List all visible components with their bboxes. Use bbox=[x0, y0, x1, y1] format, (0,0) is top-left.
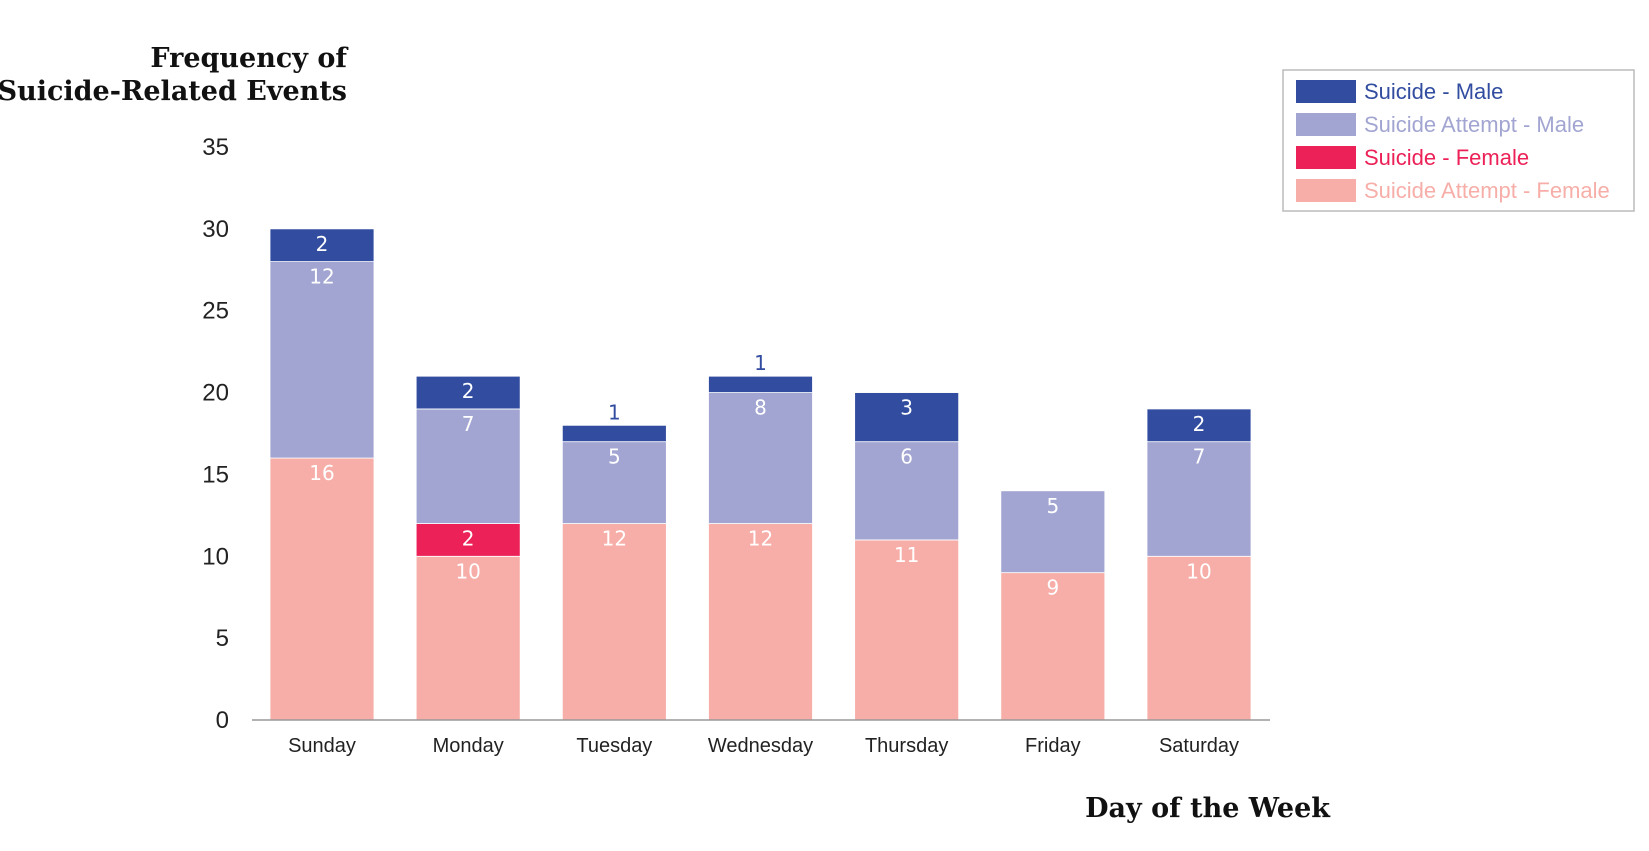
bar-stack-tuesday: 12 5 1 bbox=[561, 400, 667, 721]
bar-value-label: 5 bbox=[1046, 494, 1059, 518]
bar-segment bbox=[1146, 441, 1252, 557]
bar-segment bbox=[1000, 572, 1106, 721]
bar-stack-friday: 95 bbox=[1000, 490, 1106, 721]
legend-swatch bbox=[1296, 146, 1356, 169]
y-tick-label: 15 bbox=[202, 461, 229, 488]
legend-label: Suicide Attempt - Female bbox=[1364, 178, 1610, 203]
x-tick-label: Monday bbox=[433, 735, 504, 757]
bar-value-label: 10 bbox=[1186, 559, 1211, 583]
bar-stack-sunday: 16 12 2 bbox=[269, 228, 375, 721]
bar-segment bbox=[415, 408, 521, 524]
legend-label: Suicide - Male bbox=[1364, 79, 1503, 104]
bar-value-label: 7 bbox=[462, 412, 475, 436]
bar-value-label: 1 bbox=[608, 400, 621, 424]
bar-value-label: 2 bbox=[316, 232, 329, 256]
y-tick-label: 10 bbox=[202, 543, 229, 570]
y-tick-label: 25 bbox=[202, 298, 229, 325]
bar-value-label: 7 bbox=[1193, 445, 1206, 469]
bar-segment bbox=[854, 441, 960, 541]
bar-value-label: 12 bbox=[309, 265, 334, 289]
bar-segment bbox=[415, 555, 521, 721]
y-tick-label: 20 bbox=[202, 380, 229, 407]
x-tick-label: Saturday bbox=[1159, 735, 1239, 757]
bar-stack-wednesday: 12 8 1 bbox=[708, 351, 813, 721]
bar-stack-saturday: 10 7 2 bbox=[1146, 408, 1252, 721]
y-tick-label: 35 bbox=[202, 134, 229, 161]
bar-value-label: 10 bbox=[455, 559, 480, 583]
y-tick-label: 5 bbox=[216, 625, 229, 652]
bar-segment bbox=[561, 441, 667, 524]
bar-value-label: 2 bbox=[462, 527, 475, 551]
bar-segment bbox=[269, 457, 375, 721]
bar-segment bbox=[708, 375, 813, 393]
y-tick-label: 0 bbox=[216, 707, 229, 734]
x-tick-label: Tuesday bbox=[576, 735, 652, 757]
y-axis-ticks: 0 5 10 15 20 25 30 35 bbox=[202, 134, 229, 734]
legend-swatch bbox=[1296, 113, 1356, 136]
bar-value-label: 16 bbox=[309, 461, 334, 485]
x-axis-title: Day of the Week bbox=[1085, 793, 1331, 824]
y-tick-label: 30 bbox=[202, 216, 229, 243]
y-axis-title-line-2: Suicide-Related Events bbox=[0, 76, 347, 107]
bar-stack-monday: 10 2 7 2 bbox=[415, 375, 521, 721]
bar-segment bbox=[708, 392, 813, 524]
bar-segment bbox=[415, 375, 521, 410]
y-axis-title-line-1: Frequency of bbox=[150, 43, 349, 74]
bar-segment bbox=[1146, 408, 1252, 443]
bar-value-label: 3 bbox=[900, 396, 913, 420]
bar-value-label: 5 bbox=[608, 445, 621, 469]
bar-segment bbox=[854, 392, 960, 443]
bar-segment bbox=[561, 424, 667, 443]
bar-value-label: 11 bbox=[894, 543, 919, 567]
x-tick-label: Sunday bbox=[288, 735, 356, 757]
bar-value-label: 2 bbox=[462, 379, 475, 403]
bar-segment bbox=[269, 261, 375, 459]
bar-segment bbox=[708, 523, 813, 721]
x-tick-label: Friday bbox=[1025, 735, 1081, 757]
bar-segment bbox=[854, 539, 960, 721]
legend-label: Suicide Attempt - Male bbox=[1364, 112, 1584, 137]
bar-stack-thursday: 11 6 3 bbox=[854, 392, 960, 721]
bar-value-label: 2 bbox=[1193, 412, 1206, 436]
legend: Suicide - Male Suicide Attempt - Male Suic… bbox=[1282, 69, 1635, 212]
bar-segment bbox=[1000, 490, 1106, 574]
legend-swatch bbox=[1296, 80, 1356, 103]
y-axis-title: Frequency of Suicide-Related Events bbox=[0, 43, 349, 107]
x-tick-label: Wednesday bbox=[708, 735, 813, 757]
x-axis-categories: Sunday Monday Tuesday Wednesday Thursday Frid… bbox=[288, 735, 1239, 757]
bar-value-label: 12 bbox=[748, 527, 773, 551]
bar-segment bbox=[269, 228, 375, 263]
bar-value-label: 9 bbox=[1046, 576, 1059, 600]
legend-label: Suicide - Female bbox=[1364, 145, 1529, 170]
bar-value-label: 1 bbox=[754, 351, 767, 375]
bar-segment bbox=[561, 523, 667, 721]
bar-value-label: 6 bbox=[900, 445, 913, 469]
bar-segment bbox=[1146, 555, 1252, 721]
bar-value-label: 8 bbox=[754, 396, 767, 420]
x-tick-label: Thursday bbox=[865, 735, 948, 757]
bar-value-label: 12 bbox=[602, 527, 627, 551]
legend-swatch bbox=[1296, 179, 1356, 202]
